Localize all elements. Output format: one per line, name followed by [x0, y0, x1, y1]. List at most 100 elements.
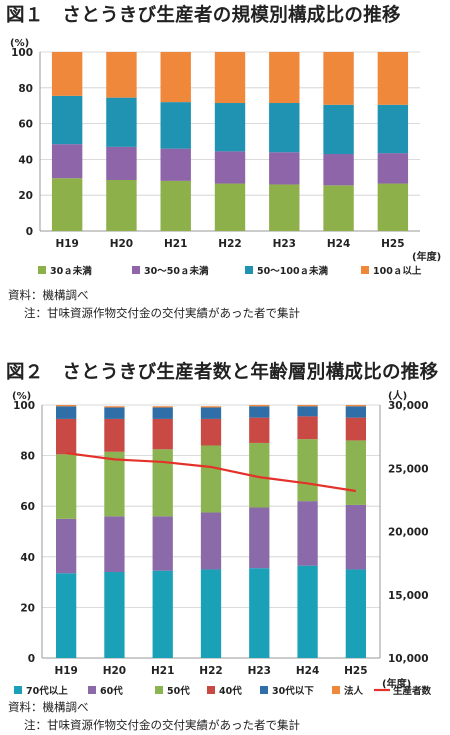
bar-segment	[214, 52, 246, 104]
bar-segment	[214, 103, 246, 152]
bar-segment	[51, 178, 83, 231]
bar-segment	[200, 406, 222, 408]
y-tick-label: 0	[28, 653, 35, 665]
y-tick-label: 80	[20, 451, 35, 463]
x-tick-label: H24	[327, 238, 350, 250]
y-tick-label: 0	[26, 226, 33, 238]
bar-segment	[297, 416, 318, 440]
y-tick-label: 100	[13, 400, 35, 412]
y-axis-label: (%)	[10, 38, 29, 49]
y-axis-label: (%)	[12, 391, 31, 402]
x-tick-label: H25	[381, 238, 404, 250]
legend-label: 50～100ａ未満	[257, 265, 329, 277]
bar-segment	[104, 571, 125, 658]
bar-segment	[152, 516, 173, 571]
legend-swatch	[207, 686, 215, 694]
legend-swatch	[155, 686, 163, 694]
x-tick-label: H24	[296, 665, 319, 677]
legend-swatch	[38, 266, 46, 274]
bar-segment	[249, 442, 270, 508]
x-tick-label: H21	[151, 665, 174, 677]
y-tick-label: 100	[11, 47, 33, 59]
bar-segment	[104, 407, 125, 419]
legend-swatch	[245, 266, 253, 274]
y2-tick-label: 20,000	[388, 527, 429, 539]
bar-segment	[160, 180, 191, 231]
x-tick-label: H23	[273, 238, 296, 250]
legend-label: 70代以上	[26, 685, 68, 697]
y-tick-label: 60	[20, 501, 35, 513]
bar-segment	[104, 516, 125, 572]
x-tick-label: H20	[103, 665, 126, 677]
figure2-source: 資料：機構調べ	[8, 700, 89, 714]
bar-segment	[106, 97, 137, 147]
x-tick-label: H22	[199, 665, 222, 677]
legend-label: 50代	[167, 685, 190, 697]
bar-segment	[160, 148, 191, 181]
bar-segment	[200, 569, 222, 658]
bar-segment	[56, 573, 77, 658]
legend-label: 40代	[219, 685, 242, 697]
bar-segment	[249, 507, 270, 569]
bar-segment	[377, 153, 409, 184]
bar-segment	[152, 449, 173, 517]
legend-label: 法人	[344, 685, 364, 697]
bar-segment	[200, 445, 222, 513]
bar-segment	[152, 418, 173, 450]
bar-segment	[249, 417, 270, 443]
bar-segment	[160, 52, 191, 103]
y2-axis-label: (人)	[388, 389, 407, 402]
bar-segment	[345, 440, 366, 505]
legend-label: 30～50ａ未満	[144, 265, 209, 277]
y-tick-label: 80	[18, 83, 33, 95]
legend-label: 100ａ以上	[373, 265, 422, 277]
y2-tick-label: 10,000	[388, 653, 429, 665]
bar-segment	[377, 183, 409, 231]
bar-segment	[377, 104, 409, 154]
y2-tick-label: 25,000	[388, 463, 429, 475]
bar-segment	[269, 152, 300, 185]
bar-segment	[51, 95, 83, 145]
figure2-chart: 0 20 40 60 80 100(%) H19 H20 H21 H22 H23 H24 H25 (年度)…	[12, 389, 432, 697]
bar-segment	[323, 104, 354, 155]
bar-segment	[345, 417, 366, 441]
bar-segment	[269, 184, 300, 231]
bar-segment	[56, 406, 77, 419]
bar-segment	[297, 406, 318, 417]
bar-segment	[160, 102, 191, 149]
bar-segment	[56, 418, 77, 455]
series-line	[65, 451, 357, 493]
figure2-title: 図２ さとうきび生産者数と年齢層別構成比の推移	[6, 362, 439, 383]
bar-segment	[345, 569, 366, 658]
x-tick-label: H22	[218, 238, 241, 250]
figure1-title: 図１ さとうきび生産者の規模別構成比の推移	[6, 5, 401, 26]
bar-segment	[323, 154, 354, 186]
figure1-chart: 0 20 40 60 80 100(%) H19 H20 H21 H22 H23 H24 H25 (年度)…	[10, 38, 441, 277]
y-tick-label: 20	[20, 602, 35, 614]
bar-segment	[152, 570, 173, 658]
bar-segment	[106, 179, 137, 231]
bar-segment	[323, 185, 354, 231]
y2-tick-label: 30,000	[388, 400, 429, 412]
bar-segment	[104, 418, 125, 452]
bar-segment	[152, 407, 173, 419]
bar-segment	[297, 565, 318, 658]
bar-segment	[51, 52, 83, 96]
bar-segment	[200, 512, 222, 570]
legend-swatch	[132, 266, 140, 274]
legend-swatch	[332, 686, 340, 694]
legend-label: 30代以下	[272, 685, 314, 697]
bar-segment	[297, 439, 318, 502]
bar-segment	[269, 103, 300, 153]
bar-segment	[249, 406, 270, 418]
legend-swatch	[88, 686, 96, 694]
x-tick-label: H20	[110, 238, 133, 250]
bar-segment	[214, 183, 246, 231]
bar-segment	[104, 406, 125, 408]
bar-segment	[106, 146, 137, 180]
bar-segment	[200, 407, 222, 419]
figure1-source: 資料：機構調べ	[8, 288, 89, 302]
bar-segment	[214, 151, 246, 184]
bar-segment	[297, 405, 318, 407]
y2-tick-label: 15,000	[388, 590, 429, 602]
